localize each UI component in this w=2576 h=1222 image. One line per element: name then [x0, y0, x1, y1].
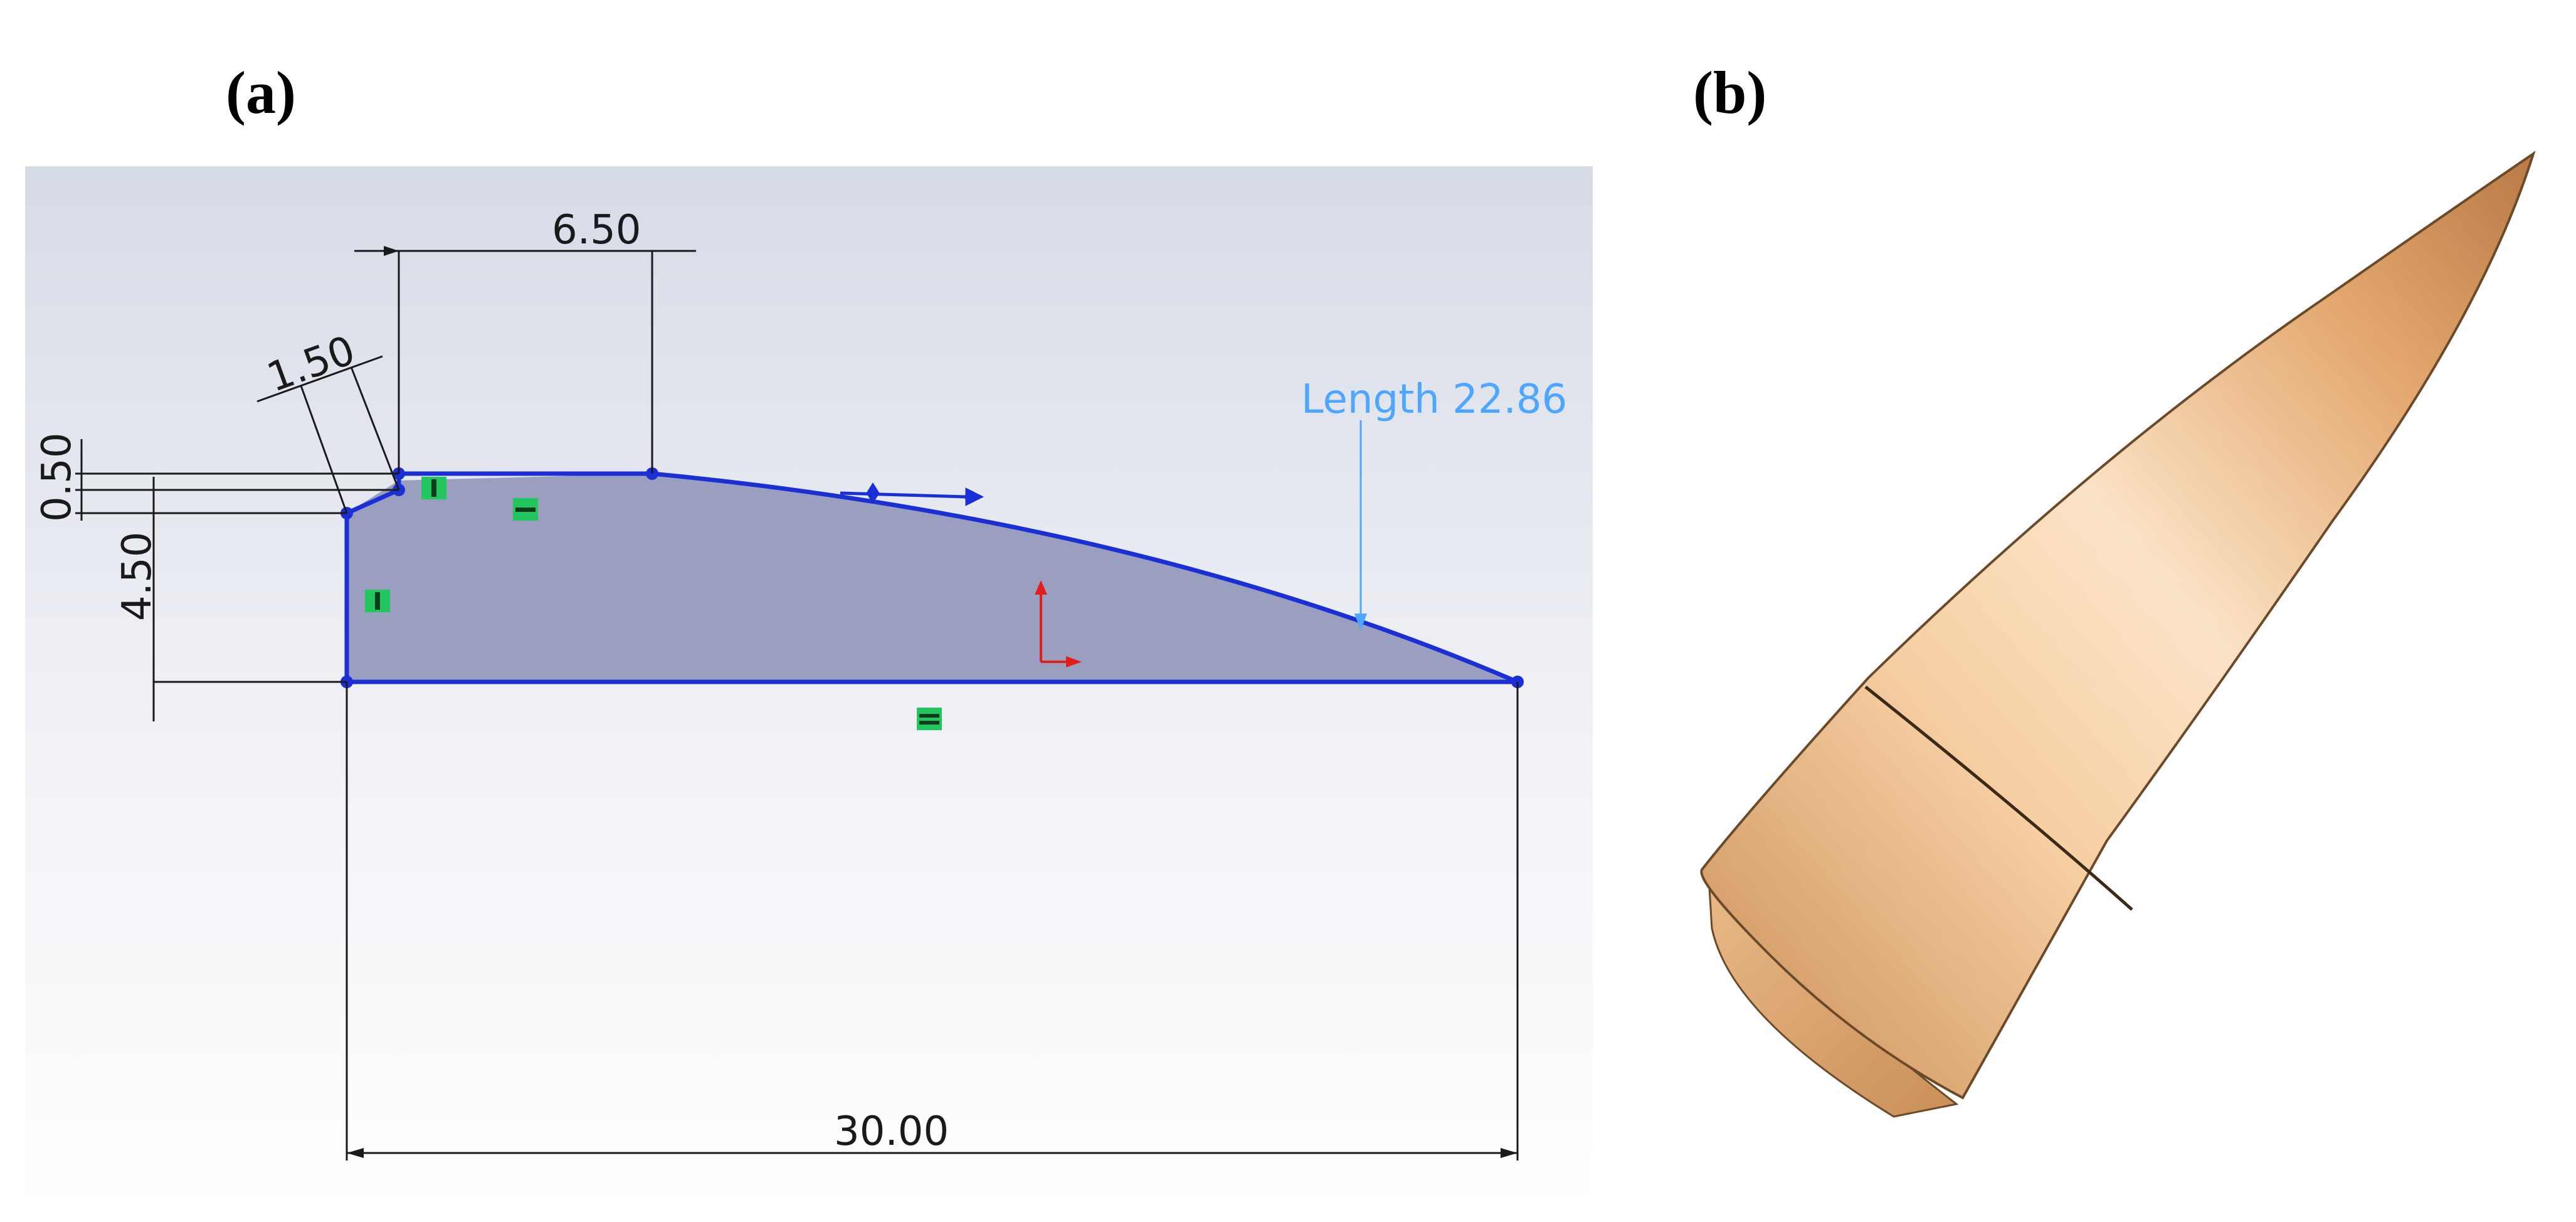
length-callout-text[interactable]: Length 22.86 — [1301, 376, 1567, 423]
relation-badges — [365, 477, 942, 730]
sketch-background — [25, 166, 1593, 1208]
dimension-lines — [75, 246, 1519, 1161]
origin-axes-icon — [1035, 580, 1082, 667]
bullet-body — [1700, 151, 2536, 1100]
dim-total-length[interactable]: 30.00 — [834, 1108, 949, 1155]
profile-region — [347, 474, 1518, 682]
dim-height[interactable]: 4.50 — [114, 532, 161, 622]
sketch-panel: 6.50 1.50 0.50 4.50 30.00 Length 22.86 — [25, 166, 1593, 1208]
dim-small-height[interactable]: 0.50 — [34, 433, 80, 523]
panel-label-b: (b) — [1693, 59, 1767, 126]
panel-label-a: (a) — [226, 59, 296, 126]
vertical-relation-icon[interactable] — [365, 590, 390, 612]
bullet-render — [1700, 151, 2536, 1118]
bullet-seam — [1864, 686, 2133, 911]
horizontal-relation-icon[interactable] — [917, 708, 942, 730]
dim-top-length[interactable]: 6.50 — [552, 207, 641, 253]
profile-outline — [344, 471, 1519, 684]
vertical-relation-icon[interactable] — [421, 477, 446, 499]
length-callout: Length 22.86 — [1301, 376, 1567, 630]
tangent-handle[interactable] — [840, 482, 984, 506]
horizontal-relation-icon[interactable] — [513, 498, 538, 521]
